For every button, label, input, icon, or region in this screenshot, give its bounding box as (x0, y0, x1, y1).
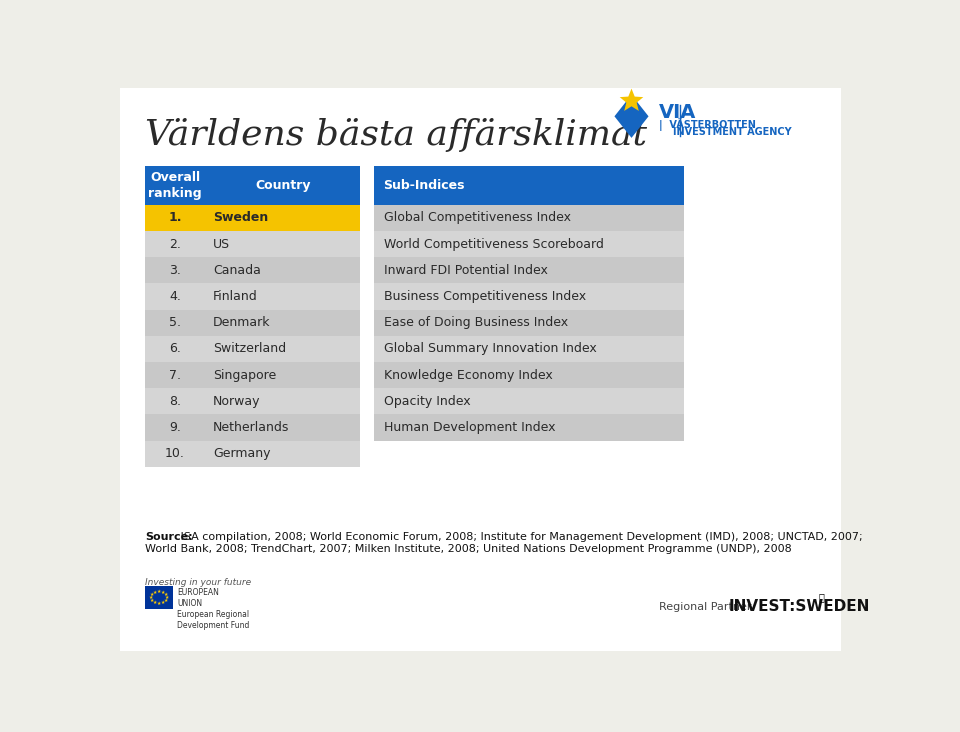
Text: Världens bästa affärsklimat: Världens bästa affärsklimat (145, 118, 647, 152)
FancyBboxPatch shape (374, 310, 684, 336)
Text: Denmark: Denmark (213, 316, 271, 329)
Text: Netherlands: Netherlands (213, 421, 289, 434)
Text: 10.: 10. (165, 447, 185, 460)
FancyBboxPatch shape (205, 257, 360, 283)
Text: Opacity Index: Opacity Index (383, 395, 470, 408)
Text: Inward FDI Potential Index: Inward FDI Potential Index (383, 264, 547, 277)
Text: Sweden: Sweden (213, 212, 268, 225)
Text: 5.: 5. (169, 316, 181, 329)
FancyBboxPatch shape (145, 231, 205, 257)
FancyBboxPatch shape (205, 205, 360, 231)
FancyBboxPatch shape (145, 257, 205, 283)
FancyBboxPatch shape (374, 336, 684, 362)
Text: VIA: VIA (659, 103, 696, 122)
FancyBboxPatch shape (145, 441, 205, 467)
Polygon shape (620, 89, 643, 111)
FancyBboxPatch shape (145, 336, 205, 362)
Text: 7.: 7. (169, 368, 181, 381)
Text: Knowledge Economy Index: Knowledge Economy Index (383, 368, 552, 381)
Text: Singapore: Singapore (213, 368, 276, 381)
Text: Source:: Source: (145, 532, 192, 542)
FancyBboxPatch shape (205, 414, 360, 441)
Text: Canada: Canada (213, 264, 261, 277)
Text: Finland: Finland (213, 290, 257, 303)
Text: Germany: Germany (213, 447, 271, 460)
FancyBboxPatch shape (205, 388, 360, 414)
Text: ★: ★ (156, 601, 161, 606)
Text: Sub-Indices: Sub-Indices (383, 179, 465, 192)
Text: EUROPEAN
UNION
European Regional
Development Fund: EUROPEAN UNION European Regional Develop… (178, 588, 250, 630)
FancyBboxPatch shape (145, 205, 205, 231)
Text: Ease of Doing Business Index: Ease of Doing Business Index (383, 316, 567, 329)
FancyBboxPatch shape (205, 441, 360, 467)
Text: US: US (213, 238, 230, 250)
Text: ★: ★ (156, 589, 161, 594)
Text: Regional Partner: Regional Partner (659, 602, 751, 612)
Text: Overall
ranking: Overall ranking (148, 171, 202, 200)
Text: Norway: Norway (213, 395, 260, 408)
FancyBboxPatch shape (374, 257, 684, 283)
Text: ISA compilation, 2008; World Economic Forum, 2008; Institute for Management Deve: ISA compilation, 2008; World Economic Fo… (178, 532, 863, 542)
FancyBboxPatch shape (120, 88, 841, 651)
Text: ★: ★ (150, 598, 155, 603)
Text: 👑: 👑 (819, 593, 825, 602)
Text: ★: ★ (160, 600, 165, 605)
Text: 3.: 3. (169, 264, 181, 277)
Text: Investing in your future: Investing in your future (145, 578, 251, 587)
FancyBboxPatch shape (145, 414, 205, 441)
FancyBboxPatch shape (205, 231, 360, 257)
FancyBboxPatch shape (205, 283, 360, 310)
Text: ★: ★ (153, 600, 157, 605)
Text: ★: ★ (149, 595, 154, 600)
FancyBboxPatch shape (145, 310, 205, 336)
Text: ★: ★ (160, 590, 165, 594)
FancyBboxPatch shape (374, 388, 684, 414)
Text: Switzerland: Switzerland (213, 343, 286, 355)
Text: ★: ★ (153, 590, 157, 594)
Text: 2.: 2. (169, 238, 181, 250)
Text: Business Competitiveness Index: Business Competitiveness Index (383, 290, 586, 303)
Text: Human Development Index: Human Development Index (383, 421, 555, 434)
FancyBboxPatch shape (145, 388, 205, 414)
Text: ★: ★ (163, 592, 168, 597)
FancyBboxPatch shape (205, 310, 360, 336)
Text: 1.: 1. (168, 212, 181, 225)
FancyBboxPatch shape (374, 205, 684, 231)
Text: World Bank, 2008; TrendChart, 2007; Milken Institute, 2008; United Nations Devel: World Bank, 2008; TrendChart, 2007; Milk… (145, 544, 792, 553)
FancyBboxPatch shape (145, 166, 205, 205)
FancyBboxPatch shape (374, 283, 684, 310)
FancyBboxPatch shape (374, 414, 684, 441)
FancyBboxPatch shape (205, 336, 360, 362)
FancyBboxPatch shape (374, 231, 684, 257)
Text: Global Competitiveness Index: Global Competitiveness Index (383, 212, 570, 225)
Text: INVESTMENT AGENCY: INVESTMENT AGENCY (673, 127, 791, 137)
FancyBboxPatch shape (145, 362, 205, 388)
Text: INVEST:SWEDEN: INVEST:SWEDEN (729, 600, 870, 614)
Text: ★: ★ (163, 598, 168, 603)
Text: ★: ★ (150, 592, 155, 597)
Text: Country: Country (255, 179, 310, 192)
Polygon shape (614, 94, 649, 138)
FancyBboxPatch shape (374, 166, 684, 205)
Text: 9.: 9. (169, 421, 181, 434)
FancyBboxPatch shape (145, 283, 205, 310)
FancyBboxPatch shape (145, 586, 173, 609)
Text: ★: ★ (164, 595, 169, 600)
Text: 4.: 4. (169, 290, 181, 303)
Text: Global Summary Innovation Index: Global Summary Innovation Index (383, 343, 596, 355)
FancyBboxPatch shape (374, 362, 684, 388)
FancyBboxPatch shape (205, 166, 360, 205)
Text: World Competitiveness Scoreboard: World Competitiveness Scoreboard (383, 238, 604, 250)
FancyBboxPatch shape (205, 362, 360, 388)
Text: |  VÄSTERBOTTEN: | VÄSTERBOTTEN (659, 118, 756, 130)
Text: 6.: 6. (169, 343, 181, 355)
Text: 8.: 8. (169, 395, 181, 408)
